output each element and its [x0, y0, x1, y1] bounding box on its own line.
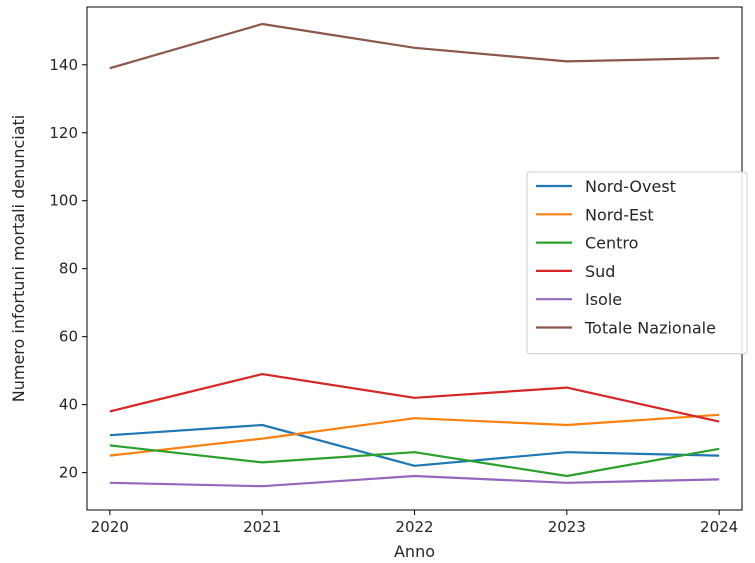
series-line-sud: [109, 373, 720, 423]
y-tick-label: 140: [49, 56, 78, 74]
legend-label: Nord-Ovest: [585, 177, 676, 196]
legend-label: Isole: [585, 290, 622, 309]
y-tick-label: 40: [59, 396, 78, 414]
x-tick-label: 2023: [548, 518, 586, 536]
marks-layer: [109, 22, 720, 488]
y-tick-label: 60: [59, 328, 78, 346]
legend-label: Totale Nazionale: [584, 319, 716, 338]
x-tick-label: 2020: [91, 518, 129, 536]
series-line-nord-est: [109, 413, 720, 457]
y-tick-label: 20: [59, 464, 78, 482]
x-tick-label: 2021: [243, 518, 281, 536]
x-tick-label: 2022: [395, 518, 433, 536]
series-line-nord-ovest: [109, 423, 720, 467]
y-tick-label: 120: [49, 124, 78, 142]
series-line-centro: [109, 444, 720, 478]
y-tick-label: 80: [59, 260, 78, 278]
y-axis-label: Numero infortuni mortali denunciati: [9, 115, 28, 403]
x-tick-label: 2024: [700, 518, 738, 536]
axis-ticks: 2020 2021 2022 2023 2024 20 40 60 80 100 120 140: [49, 56, 738, 536]
legend-label: Nord-Est: [585, 205, 654, 224]
legend-label: Sud: [585, 262, 615, 281]
legend-label: Centro: [585, 234, 638, 253]
series-line-isole: [109, 474, 720, 488]
series-line-totale-nazionale: [109, 22, 720, 70]
legend-box: [526, 171, 748, 355]
legend: Nord-Ovest Nord-Est Centro Sud Isole Totale N…: [526, 171, 748, 355]
x-axis-label: Anno: [394, 542, 435, 561]
y-tick-label: 100: [49, 192, 78, 210]
